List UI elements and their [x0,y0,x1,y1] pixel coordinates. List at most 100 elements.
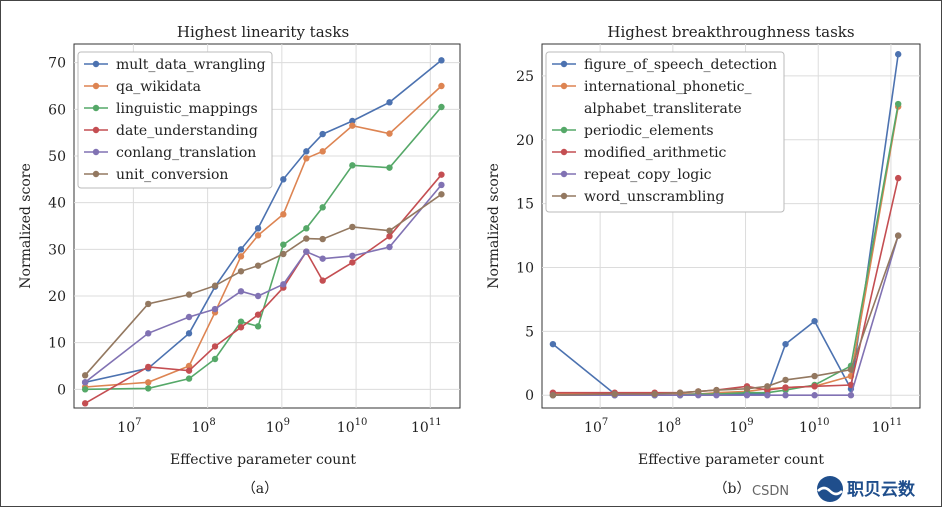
panel-a-legend-label-1: qa_wikidata [116,79,201,95]
panel-a-xtick-base: 10 [192,420,210,436]
panel-a-series-5-point [81,372,89,379]
panel-a-legend-label-line: linguistic_mappings [116,101,258,117]
panel-a-xtick-exp: 11 [429,417,442,428]
panel-b-legend-label-4: repeat_copy_logic [584,167,712,183]
panel-a-series-4-point [254,292,262,300]
panel-b-ytick-label: 10 [516,261,534,277]
panel-b-ytick-label: 0 [525,388,534,404]
panel-a-series-4-point [386,243,393,251]
panel-a-series-3-point [319,277,326,284]
panel-a-legend-marker-0 [92,60,100,68]
panel-a-series-2-point [280,241,287,248]
panel-b-legend-label-line: periodic_elements [584,123,714,139]
panel-a-series-4-point [438,181,445,189]
panel-a-series-5-point [237,268,245,275]
panel-b-xtick-base: 10 [799,420,817,436]
panel-a-xtick-exp: 7 [135,417,141,428]
panel-b-series-0-point [894,51,902,58]
panel-b-legend-marker-4 [560,170,568,178]
panel-b-ytick-label: 25 [516,69,534,85]
panel-a-series-2-point [185,375,193,382]
panel-a-series-4-point [145,330,152,337]
panel-a-series-line-0 [84,59,442,384]
panel-a-series-1-point [386,130,393,137]
panel-a-series-3-point [254,311,262,318]
panel-a-series-1-point [303,155,310,162]
panel-b-series-5-point [611,390,618,398]
panel-a-legend-label-0: mult_data_wrangling [116,57,266,73]
panel-b-series-2-point [894,100,902,108]
panel-b-legend-marker-5 [560,192,568,200]
panel-a-series-0-point [237,246,245,253]
panel-a-series-5-point [145,300,152,308]
panel-b-xtick-base: 10 [584,420,602,436]
panel-a-legend: mult_data_wrangling qa_wikidata linguistic… [77,51,273,189]
panel-b-legend-box [545,51,785,213]
panel-b-series-3-point [811,383,818,390]
panel-a-series-5-point [438,191,445,198]
panel-a-series-2-point [319,204,326,211]
panel-a-series-5-point [303,235,310,242]
panel-b-series-0-point [549,340,557,348]
panel-a-series-4-point [81,379,89,386]
panel-b-series-5-point [676,389,684,396]
panel-b-xtick-exp: 9 [747,417,753,428]
panel-a-ytick-label: 50 [48,149,66,165]
panel-a-legend-label-line: qa_wikidata [116,79,201,95]
panel-a-series-line-5 [84,193,442,376]
panel-b-title: Highest breakthroughness tasks [607,23,854,41]
panel-b-series-0-point [782,340,789,348]
panel-a-ytick-label: 20 [48,289,66,305]
panel-b-ylabel: Normalized score [486,163,502,288]
panel-b-yticks: 0 5 10 15 20 25 [516,69,534,404]
panel-a-series-2-point [386,164,393,171]
panel-a-series-0-point [319,130,326,138]
panel-a-ytick-label: 10 [48,336,66,352]
panel-a-title: Highest linearity tasks [177,23,349,41]
panel-a-legend-label-line: unit_conversion [116,167,228,183]
panel-a-legend-label-line: date_understanding [116,123,258,139]
panel-a-series-3-point [349,259,356,266]
panel-b-series-4-point [743,392,751,399]
panel-a-ytick-label: 0 [57,382,66,398]
panel-a-series-1-point [185,362,193,370]
panel-a-series-line-2 [85,106,443,391]
panel-a-xlabel: Effective parameter count [170,452,356,468]
panel-b-series-5-point [764,383,771,390]
panel-a-xtick-label: 108 [192,417,216,436]
panel-b-legend-label-line: modified_arithmetic [584,145,727,161]
panel-a-series-0-point [280,176,287,183]
panel-b-xtick-base: 10 [657,420,675,436]
panel-a-series-3-point [438,171,445,178]
panel-a-xtick-label: 1011 [411,417,442,436]
panel-b-series-line-3 [552,177,899,394]
panel-a-series-3-point [237,324,245,331]
panel-b-xtick-label: 108 [657,417,681,436]
panel-b-ytick-label: 20 [516,133,534,149]
panel-a-series-1-point [349,122,356,129]
panel-a-legend-marker-1 [92,82,100,90]
panel-a-series-5-point [280,250,287,258]
panel-a-xtick-base: 10 [266,420,284,436]
panel-a-series-3-point [211,343,219,350]
panel-a-series [81,57,445,407]
panel-b-xlabel: Effective parameter count [638,452,824,468]
panel-a-legend-label-3: date_understanding [116,123,258,139]
panel-b-legend-marker-0 [560,60,568,68]
panel-b-series-5-point [894,232,902,239]
panel-a-series-5-point [319,235,326,243]
panel-b-series-5-point [782,376,789,384]
panel-b-legend-label-line: international_phonetic_ [584,79,752,95]
panel-b-xtick-label: 109 [729,417,753,436]
panel-b-series-3-point [847,381,855,389]
panel-b-legend-label-0: figure_of_speech_detection [584,57,777,73]
panel-b-xtick-exp: 11 [889,417,902,428]
panel-a-ytick-label: 70 [48,56,66,72]
panel-a-series-4-point [349,252,356,260]
panel-a-ytick-label: 40 [48,196,66,212]
panel-a-legend-marker-2 [92,104,100,112]
panel-b-series-4-point [782,392,789,399]
panel-a-series-1-point [145,379,152,386]
panel-a-legend-label-line: conlang_translation [116,145,256,161]
